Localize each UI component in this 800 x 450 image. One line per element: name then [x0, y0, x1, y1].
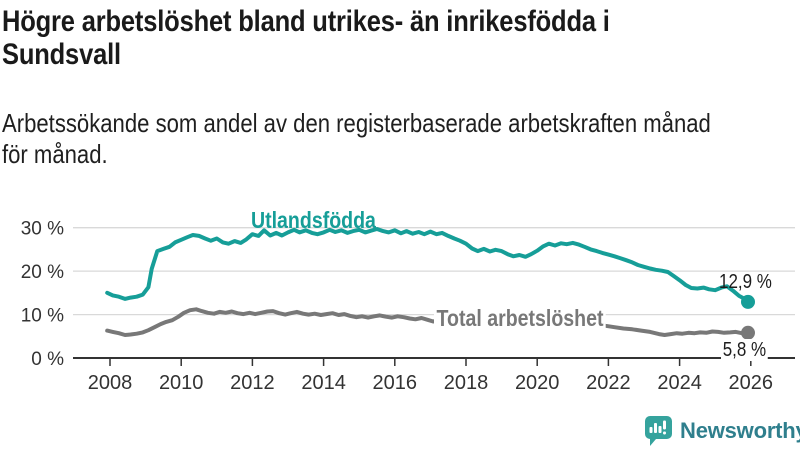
series-end-dot-0	[741, 294, 755, 309]
x-tick-label: 2020	[515, 372, 560, 394]
newsworthy-logo-icon	[645, 416, 672, 446]
line-chart: 0 % 10 % 20 % 30 % 2008 2010 2012 2014 2016 2018 2…	[21, 219, 795, 394]
y-tick-label: 10 %	[21, 306, 64, 327]
x-tick-label: 2022	[586, 372, 631, 394]
x-tick-label: 2014	[301, 372, 346, 394]
series-label-utlandsfodda: Utlandsfödda	[251, 207, 376, 233]
chart-subtitle: Arbetssökande som andel av den registerb…	[2, 108, 784, 170]
y-tick-label: 20 %	[21, 262, 64, 283]
x-tick-label: 2010	[159, 372, 204, 394]
chart-subtitle-line1: Arbetssökande som andel av den registerb…	[2, 108, 711, 138]
end-value-label-total: 5,8 %	[721, 339, 768, 361]
newsworthy-wordmark: Newsworthy	[680, 418, 800, 443]
series-line-1	[105, 307, 750, 337]
x-tick-label: 2026	[729, 372, 774, 394]
series-label-total-arbetsloshet: Total arbetslöshet	[434, 305, 607, 331]
x-tick-label: 2016	[373, 372, 418, 394]
chart-title-line2: Sundsvall	[2, 38, 121, 71]
chart-subtitle-line2: för månad.	[2, 139, 108, 169]
x-tick-label: 2008	[88, 372, 133, 394]
x-tick-label: 2024	[657, 372, 702, 394]
newsworthy-logo: Newsworthy	[644, 415, 800, 447]
y-tick-label: 0 %	[31, 349, 64, 370]
series-end-dot-1	[741, 325, 755, 340]
series-line-0	[105, 227, 750, 304]
x-tick-label: 2012	[230, 372, 275, 394]
end-value-label-utlandsfodda: 12,9 %	[719, 271, 772, 293]
x-tick-label: 2018	[444, 372, 489, 394]
y-tick-label: 30 %	[21, 219, 64, 240]
chart-title: Högre arbetslöshet bland utrikes- än inr…	[2, 5, 784, 71]
chart-title-line1: Högre arbetslöshet bland utrikes- än inr…	[2, 5, 610, 38]
